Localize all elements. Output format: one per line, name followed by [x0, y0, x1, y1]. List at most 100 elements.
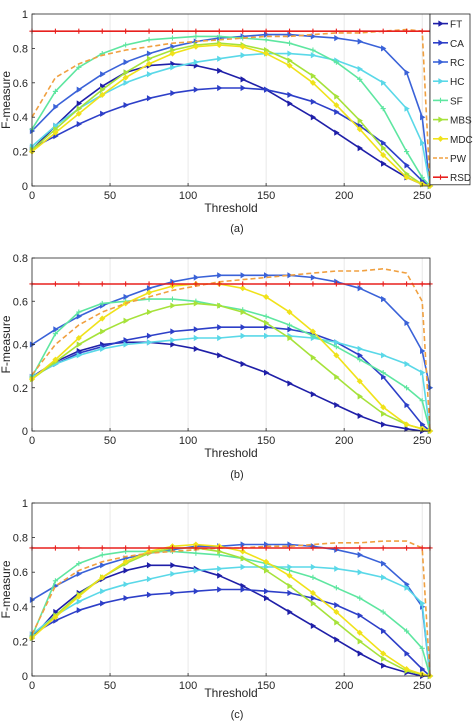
y-tick-label: 0.4 [13, 602, 28, 614]
y-tick-label: 0.8 [13, 43, 28, 55]
data-point-rc [263, 272, 270, 279]
data-point-hc [170, 64, 176, 71]
data-point-ca [381, 627, 387, 635]
x-tick-label: 200 [335, 190, 353, 202]
data-point-ft [240, 360, 246, 368]
data-point-rsd [76, 281, 82, 287]
data-point-mbs [287, 57, 293, 64]
y-tick-label: 0.2 [13, 147, 28, 159]
data-point-rsd [310, 545, 316, 551]
x-tick-label: 250 [413, 680, 431, 692]
data-point-rsd [146, 545, 152, 551]
data-point-ft [193, 345, 200, 352]
data-point-rc [76, 86, 83, 93]
data-point-rsd [263, 28, 269, 34]
data-point-ca [240, 324, 246, 331]
data-point-rc [146, 50, 153, 57]
data-point-ca [146, 591, 153, 598]
data-point-mdc [239, 548, 246, 555]
panel-caption: (a) [230, 223, 243, 235]
data-point-ft [404, 425, 410, 432]
x-tick-label: 150 [257, 435, 275, 447]
data-point-hc [123, 581, 129, 588]
data-point-mbs [381, 145, 387, 152]
data-point-mbs [100, 86, 106, 93]
data-point-rc [146, 285, 153, 292]
data-point-hc [381, 79, 387, 86]
data-point-mdc [333, 102, 340, 109]
data-point-sf [76, 64, 82, 70]
y-tick-label: 0.4 [13, 112, 28, 124]
data-point-mdc [192, 43, 199, 50]
data-point-hc [310, 52, 317, 59]
x-tick-label: 100 [179, 435, 197, 447]
data-point-ca [263, 588, 270, 595]
data-point-ft [310, 622, 317, 629]
data-point-mdc [380, 404, 387, 411]
y-tick-label: 0.6 [13, 567, 28, 579]
data-point-ca [170, 328, 176, 335]
data-point-ft [310, 114, 317, 121]
data-point-ft [287, 380, 293, 387]
data-point-mdc [263, 558, 270, 565]
data-point-rc [310, 274, 317, 281]
y-tick-label: 0 [22, 426, 28, 438]
data-point-mbs [240, 555, 246, 562]
data-point-rsd [240, 28, 246, 34]
data-point-rsd [357, 545, 363, 551]
chart-panel-2: 0 50 100 150 200 250 0 0.2 0.4 0.6 0.8 Threshold F-m… [0, 253, 434, 481]
data-point-mdc [380, 152, 387, 159]
data-point-mdc [146, 60, 153, 67]
legend: FT CA RC HC SF MBS MDC PW RSD [429, 13, 473, 186]
data-point-rsd [216, 545, 222, 551]
data-point-rsd [216, 281, 222, 287]
data-point-sf [380, 609, 386, 615]
x-axis-label: Threshold [204, 446, 257, 460]
data-point-rsd [193, 28, 199, 34]
legend-marker-hc [438, 78, 444, 85]
y-tick-label: 0.4 [13, 340, 28, 352]
data-point-rc [357, 38, 363, 45]
data-point-sf [286, 322, 293, 328]
data-point-mbs [334, 373, 340, 381]
data-point-sf [263, 313, 269, 319]
data-point-mbs [193, 300, 200, 307]
x-tick-label: 250 [413, 435, 431, 447]
data-point-ca [146, 332, 153, 339]
y-tick-label: 0.2 [13, 636, 28, 648]
data-point-rc [404, 319, 410, 326]
data-point-rc [420, 114, 426, 121]
data-point-sf [99, 300, 105, 307]
data-point-ca [404, 650, 410, 657]
y-tick-label: 1 [22, 498, 28, 510]
data-point-rsd [333, 545, 339, 551]
data-point-sf [380, 370, 386, 376]
data-point-rsd [76, 28, 82, 34]
data-point-mbs [263, 319, 270, 326]
legend-marker-mbs [438, 116, 444, 123]
data-point-sf [193, 550, 199, 556]
data-point-hc [381, 352, 387, 359]
data-point-rsd [193, 545, 199, 551]
data-point-rc [240, 272, 246, 279]
data-point-sf [169, 35, 176, 41]
legend-label-rc: RC [450, 58, 464, 69]
data-point-rc [381, 295, 387, 303]
data-point-sf [263, 37, 269, 43]
data-point-ft [240, 76, 246, 83]
data-point-ca [420, 421, 426, 428]
y-tick-label: 0 [22, 181, 28, 193]
y-axis-label: F-measure [0, 560, 13, 618]
data-point-mdc [122, 558, 129, 565]
y-axis-label: F-measure [0, 71, 13, 129]
data-point-mdc [216, 41, 223, 48]
data-point-rsd [403, 281, 410, 287]
data-point-rsd [52, 28, 59, 34]
x-axis-label: Threshold [204, 686, 257, 700]
data-point-mbs [310, 600, 317, 607]
data-point-mbs [146, 308, 153, 316]
data-point-mdc [99, 91, 106, 98]
data-point-hc [146, 339, 153, 346]
legend-marker-rsd [437, 174, 444, 180]
x-axis-label: Threshold [204, 201, 257, 215]
